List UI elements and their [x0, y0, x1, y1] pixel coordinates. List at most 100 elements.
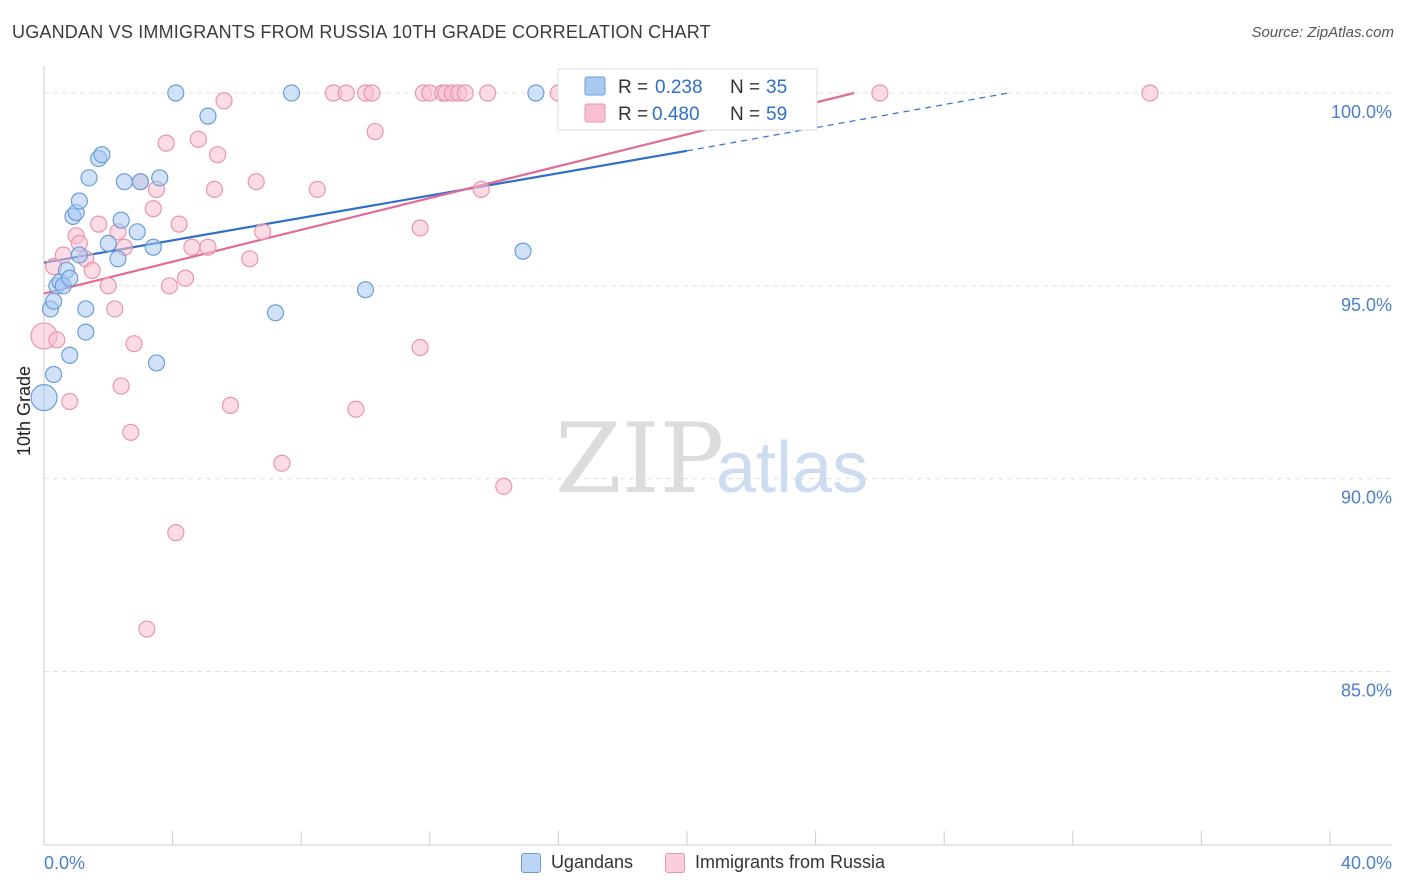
point-russia-25 [176, 269, 195, 287]
gridlines [44, 92, 1392, 672]
point-russia-37 [308, 180, 326, 199]
y-tick-label-1: 95.0% [1341, 295, 1392, 315]
point-ugandans-32 [356, 281, 375, 299]
y-axis-label-wrap: 10th Grade [14, 366, 35, 456]
point-russia-31 [215, 92, 233, 110]
point-russia-24 [170, 215, 188, 233]
source-credit: Source: ZipAtlas.com [1251, 24, 1394, 41]
watermark-atlas: atlas [716, 428, 868, 508]
y-tick-label-2: 90.0% [1341, 488, 1392, 508]
axes [43, 66, 1392, 846]
point-russia-43 [366, 122, 384, 141]
point-russia-9 [90, 215, 108, 233]
legend-item-ugandans[interactable]: Ugandans [520, 852, 634, 873]
stat-legend: R = 0.238 N = 35 R = 0.480 N = 59 [557, 68, 818, 131]
legend-label-russia: Immigrants from Russia [695, 852, 886, 872]
point-ugandans-27 [151, 169, 169, 187]
point-ugandans-30 [266, 304, 285, 322]
point-russia-13 [112, 377, 130, 395]
point-russia-40 [347, 400, 365, 418]
x-tick-labels: 0.0% 40.0% [44, 853, 1392, 873]
point-russia-21 [157, 134, 175, 152]
point-russia-29 [205, 180, 223, 199]
legend-item-russia[interactable]: Immigrants from Russia [665, 852, 885, 873]
legend-swatch-russia [665, 852, 686, 873]
point-ugandans-29 [199, 107, 217, 125]
point-ugandans-22 [115, 173, 133, 191]
point-ugandans-31 [282, 84, 301, 102]
point-ugandans-8 [61, 269, 79, 287]
point-ugandans-9 [61, 346, 79, 364]
point-russia-53 [472, 180, 490, 199]
point-ugandans-26 [147, 354, 166, 372]
stat-legend-swatch-ugandans [584, 76, 606, 96]
stat-r-value-1: 0.238 [655, 77, 703, 98]
legend-swatch-ugandans [520, 852, 541, 873]
point-ugandans-13 [70, 246, 88, 264]
stat-r-label-1: R = [618, 77, 648, 98]
point-russia-35 [254, 223, 272, 241]
point-ugandans-12 [70, 192, 88, 210]
trend-line-ugandans [43, 149, 688, 264]
scatter-points [30, 84, 1159, 638]
point-russia-28 [199, 238, 217, 256]
point-russia-36 [273, 454, 291, 472]
watermark-zip: ZIP [555, 403, 724, 515]
point-ugandans-0 [30, 384, 58, 412]
point-russia-54 [479, 84, 497, 102]
stat-n-label-1: N = [730, 77, 760, 98]
x-tick-label-right: 40.0% [1341, 853, 1392, 873]
point-russia-11 [106, 300, 124, 318]
stat-n-value-2: 59 [766, 104, 787, 125]
point-ugandans-3 [45, 365, 63, 384]
trend-lines [43, 91, 1009, 295]
point-ugandans-34 [527, 84, 545, 102]
bottom-legend: Ugandans Immigrants from Russia [0, 852, 1406, 873]
point-russia-55 [495, 477, 513, 495]
point-ugandans-15 [77, 300, 95, 318]
point-russia-44 [411, 219, 429, 237]
point-ugandans-18 [93, 146, 111, 164]
point-russia-15 [122, 423, 140, 441]
point-russia-18 [138, 620, 156, 638]
point-russia-26 [183, 238, 201, 256]
point-russia-10 [99, 277, 117, 295]
point-ugandans-14 [77, 323, 95, 341]
point-ugandans-20 [109, 250, 127, 268]
watermark: ZIP atlas [555, 403, 868, 515]
stat-legend-swatch-russia [584, 103, 606, 123]
point-russia-58 [1141, 84, 1159, 102]
point-russia-33 [241, 250, 259, 268]
point-ugandans-24 [131, 173, 150, 191]
point-russia-39 [337, 84, 355, 102]
point-ugandans-25 [144, 238, 162, 256]
point-russia-27 [189, 130, 207, 148]
point-russia-32 [221, 396, 240, 414]
point-russia-3 [54, 246, 72, 264]
point-russia-19 [144, 200, 162, 218]
point-russia-8 [83, 261, 101, 279]
point-ugandans-19 [99, 234, 117, 252]
stat-n-label-2: N = [730, 104, 760, 125]
point-ugandans-2 [45, 292, 63, 310]
stat-n-value-1: 35 [766, 77, 787, 98]
point-russia-42 [363, 84, 381, 102]
point-russia-4 [61, 392, 79, 411]
point-ugandans-33 [514, 242, 532, 260]
point-russia-16 [125, 335, 143, 353]
point-russia-57 [871, 84, 889, 102]
point-russia-45 [411, 338, 429, 357]
y-axis-label: 10th Grade [14, 365, 34, 456]
point-russia-52 [456, 84, 474, 102]
point-russia-2 [48, 331, 66, 349]
point-russia-30 [209, 146, 227, 164]
legend-label-ugandans: Ugandans [550, 852, 634, 872]
point-ugandans-21 [112, 211, 130, 229]
point-russia-34 [247, 173, 265, 191]
point-russia-23 [167, 524, 185, 542]
y-tick-label-3: 85.0% [1341, 680, 1392, 700]
chart-title: UGANDAN VS IMMIGRANTS FROM RUSSIA 10TH G… [12, 22, 711, 42]
point-ugandans-23 [128, 223, 146, 241]
point-russia-22 [160, 277, 178, 295]
